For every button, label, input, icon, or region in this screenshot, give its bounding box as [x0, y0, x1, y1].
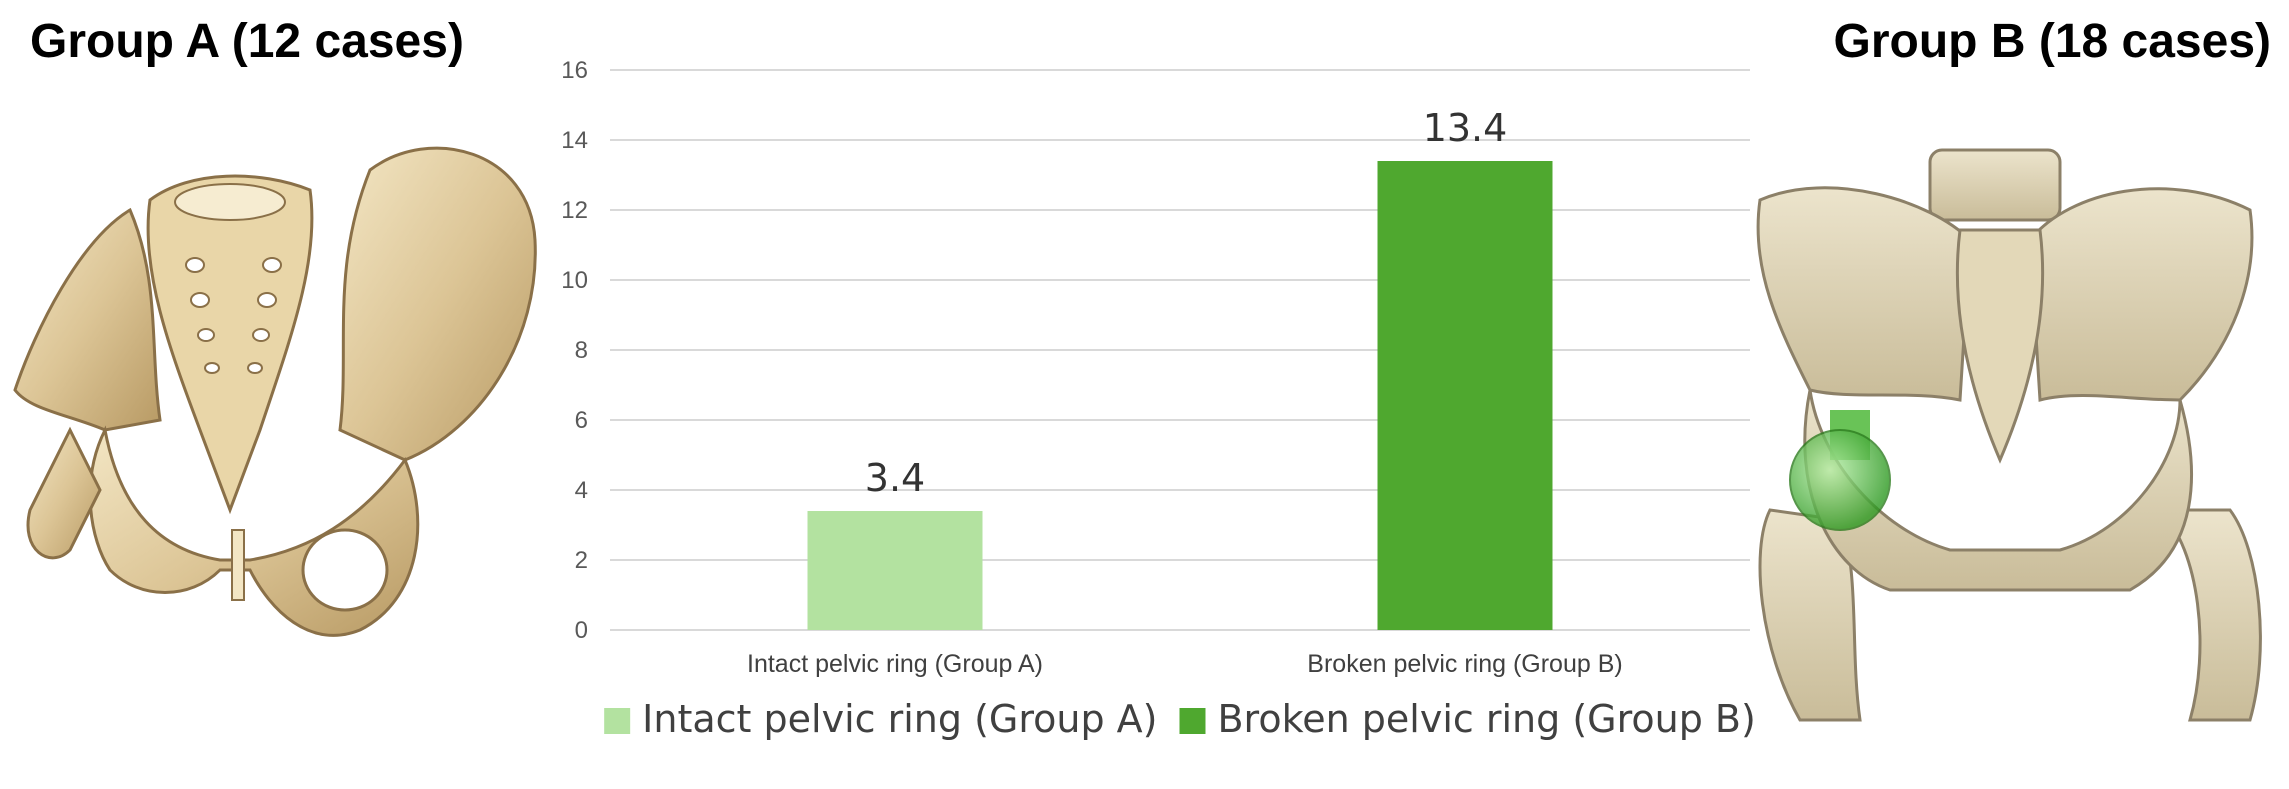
y-tick-label: 4 [575, 477, 588, 504]
y-tick-label: 10 [561, 267, 588, 294]
bar [1377, 161, 1553, 630]
y-tick-label: 2 [575, 547, 588, 574]
legend-label: Intact pelvic ring (Group A) [642, 697, 1157, 741]
data-label: 13.4 [1423, 106, 1508, 150]
legend-label: Broken pelvic ring (Group B) [1217, 697, 1755, 741]
y-tick-label: 6 [575, 407, 588, 434]
bar [807, 511, 983, 630]
legend-swatch [604, 708, 631, 734]
legend: Intact pelvic ring (Group A) Broken pelvi… [604, 697, 1756, 741]
data-label: 3.4 [865, 456, 925, 500]
category-label: Intact pelvic ring (Group A) [747, 650, 1043, 678]
group-b-title: Group B (18 cases) [1833, 15, 2271, 68]
y-tick-label: 16 [561, 57, 588, 84]
fractured-pelvis-ct-illustration [1756, 148, 2262, 722]
y-tick-label: 14 [561, 127, 588, 154]
y-tick-label: 8 [575, 337, 588, 364]
gridlines [610, 69, 1750, 631]
y-axis-ticks: 0 2 4 6 8 10 12 14 16 [561, 57, 588, 644]
data-labels: 3.4 13.4 [865, 106, 1508, 500]
legend-entry: Broken pelvic ring (Group B) [1179, 697, 1756, 741]
bars [807, 161, 1553, 630]
y-tick-label: 0 [575, 617, 588, 644]
legend-swatch [1179, 708, 1206, 734]
category-label: Broken pelvic ring (Group B) [1307, 650, 1622, 678]
category-labels: Intact pelvic ring (Group A) Broken pelvi… [747, 650, 1623, 678]
intact-pelvis-illustration [13, 146, 537, 637]
group-a-title: Group A (12 cases) [30, 15, 464, 68]
bar-chart: 0 2 4 6 8 10 12 14 16 3.4 13.4 Intact pelvic ring… [561, 57, 1756, 741]
legend-entry: Intact pelvic ring (Group A) [604, 697, 1157, 741]
y-tick-label: 12 [561, 197, 588, 224]
